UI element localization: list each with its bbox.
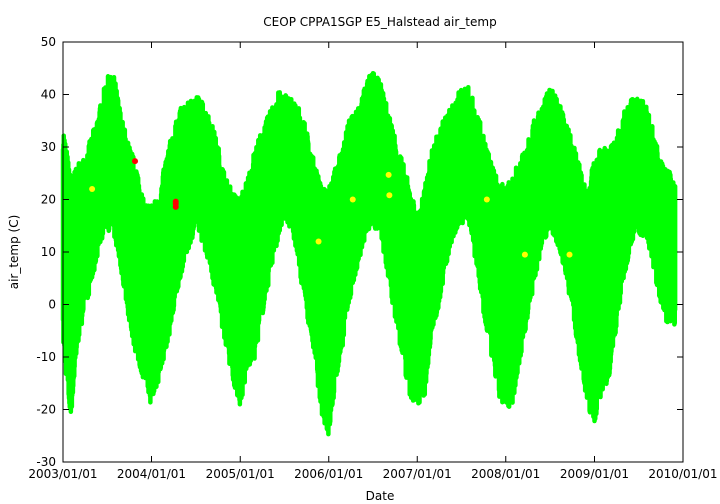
y-tick-label: -10 [36,350,56,364]
y-tick-label: -20 [36,403,56,417]
x-tick-label: 2007/01/01 [383,467,452,481]
red-point [172,203,179,210]
x-axis: 2003/01/01 2004/01/01 2005/01/01 2006/01/01… [28,42,718,481]
x-tick-label: 2005/01/01 [206,467,275,481]
yellow-point [315,238,322,245]
red-point [132,158,139,165]
x-tick-label: 2006/01/01 [294,467,363,481]
yellow-point [385,171,392,178]
y-tick-label: 10 [41,245,56,259]
x-tick-label: 2009/01/01 [560,467,629,481]
x-tick-label: 2008/01/01 [471,467,540,481]
yellow-point [483,196,490,203]
y-tick-label: 0 [48,298,56,312]
y-axis-label: air_temp (C) [7,215,21,290]
yellow-point [349,196,356,203]
x-tick-label: 2003/01/01 [28,467,97,481]
yellow-point [386,192,393,199]
x-tick-label: 2010/01/01 [648,467,717,481]
chart-title: CEOP CPPA1SGP E5_Halstead air_temp [263,15,496,29]
highlight-markers [89,158,573,258]
yellow-point [89,186,96,192]
y-tick-label: -30 [36,455,56,469]
y-tick-label: 20 [41,193,56,207]
x-axis-label: Date [366,489,395,503]
y-tick-label: 40 [41,88,56,102]
air-temp-points [60,70,678,437]
y-tick-label: 30 [41,140,56,154]
y-tick-label: 50 [41,35,56,49]
x-tick-label: 2004/01/01 [117,467,186,481]
yellow-point [566,251,573,258]
yellow-point [521,251,528,258]
y-axis: -30 -20 -10 0 10 20 30 40 50 [36,35,683,469]
